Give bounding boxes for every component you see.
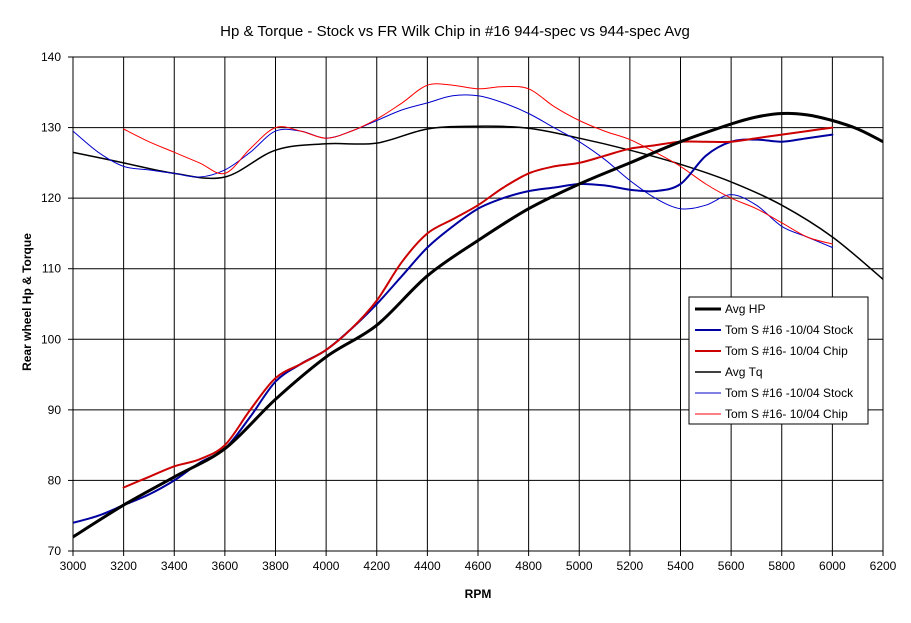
- plot-border: [72, 56, 884, 552]
- y-axis-label: Rear wheel Hp & Torque: [20, 233, 34, 371]
- x-tick-label: 6200: [870, 559, 897, 573]
- x-tick-label: 5000: [566, 559, 593, 573]
- series-line-0: [73, 111, 883, 539]
- y-tick-label: 110: [42, 262, 61, 276]
- legend-entry: Tom S #16 -10/04 Stock: [725, 386, 854, 400]
- x-tick-label: 3600: [212, 559, 239, 573]
- x-tick-label: 5200: [617, 559, 644, 573]
- y-tick-label: 140: [41, 50, 61, 64]
- x-tick-label: 3200: [110, 559, 137, 573]
- x-tick-label: 5400: [667, 559, 694, 573]
- chart-title: Hp & Torque - Stock vs FR Wilk Chip in #…: [220, 23, 690, 40]
- series-line-3: [73, 125, 883, 281]
- x-tick-label: 3000: [60, 559, 87, 573]
- legend-entry: Avg HP: [725, 302, 765, 316]
- y-tick-label: 80: [48, 473, 62, 487]
- x-tick-label: 6000: [819, 559, 846, 573]
- x-tick-label: 5600: [718, 559, 745, 573]
- series-line-5: [123, 83, 833, 245]
- legend-entry: Avg Tq: [725, 365, 763, 379]
- series-line-4: [73, 94, 833, 248]
- legend-entry: Tom S #16 -10/04 Stock: [725, 323, 854, 337]
- series-line-2: [122, 126, 834, 489]
- y-tick-label: 100: [41, 332, 61, 346]
- legend-entry: Tom S #16- 10/04 Chip: [725, 344, 848, 358]
- plot-area: 70 80 90 100 110 120 130 140 3000 3200 3400 3600 380…: [41, 50, 897, 573]
- y-tick-label: 70: [48, 544, 62, 558]
- x-tick-label: 5800: [768, 559, 795, 573]
- x-tick-label: 4200: [363, 559, 390, 573]
- x-axis-label: RPM: [465, 587, 492, 601]
- legend-entry: Tom S #16- 10/04 Chip: [725, 407, 848, 421]
- x-tick-label: 3400: [161, 559, 188, 573]
- legend-box: [688, 296, 869, 425]
- y-tick-label: 120: [41, 191, 61, 205]
- x-tick-label: 3800: [262, 559, 289, 573]
- y-tick-label: 90: [48, 403, 62, 417]
- x-tick-label: 4600: [465, 559, 492, 573]
- x-tick-label: 4400: [414, 559, 441, 573]
- x-tick-label: 4800: [515, 559, 542, 573]
- legend: Avg HP Tom S #16 -10/04 Stock Tom S #16- 1…: [688, 296, 869, 425]
- y-tick-label: 130: [41, 121, 61, 135]
- x-tick-label: 4000: [313, 559, 340, 573]
